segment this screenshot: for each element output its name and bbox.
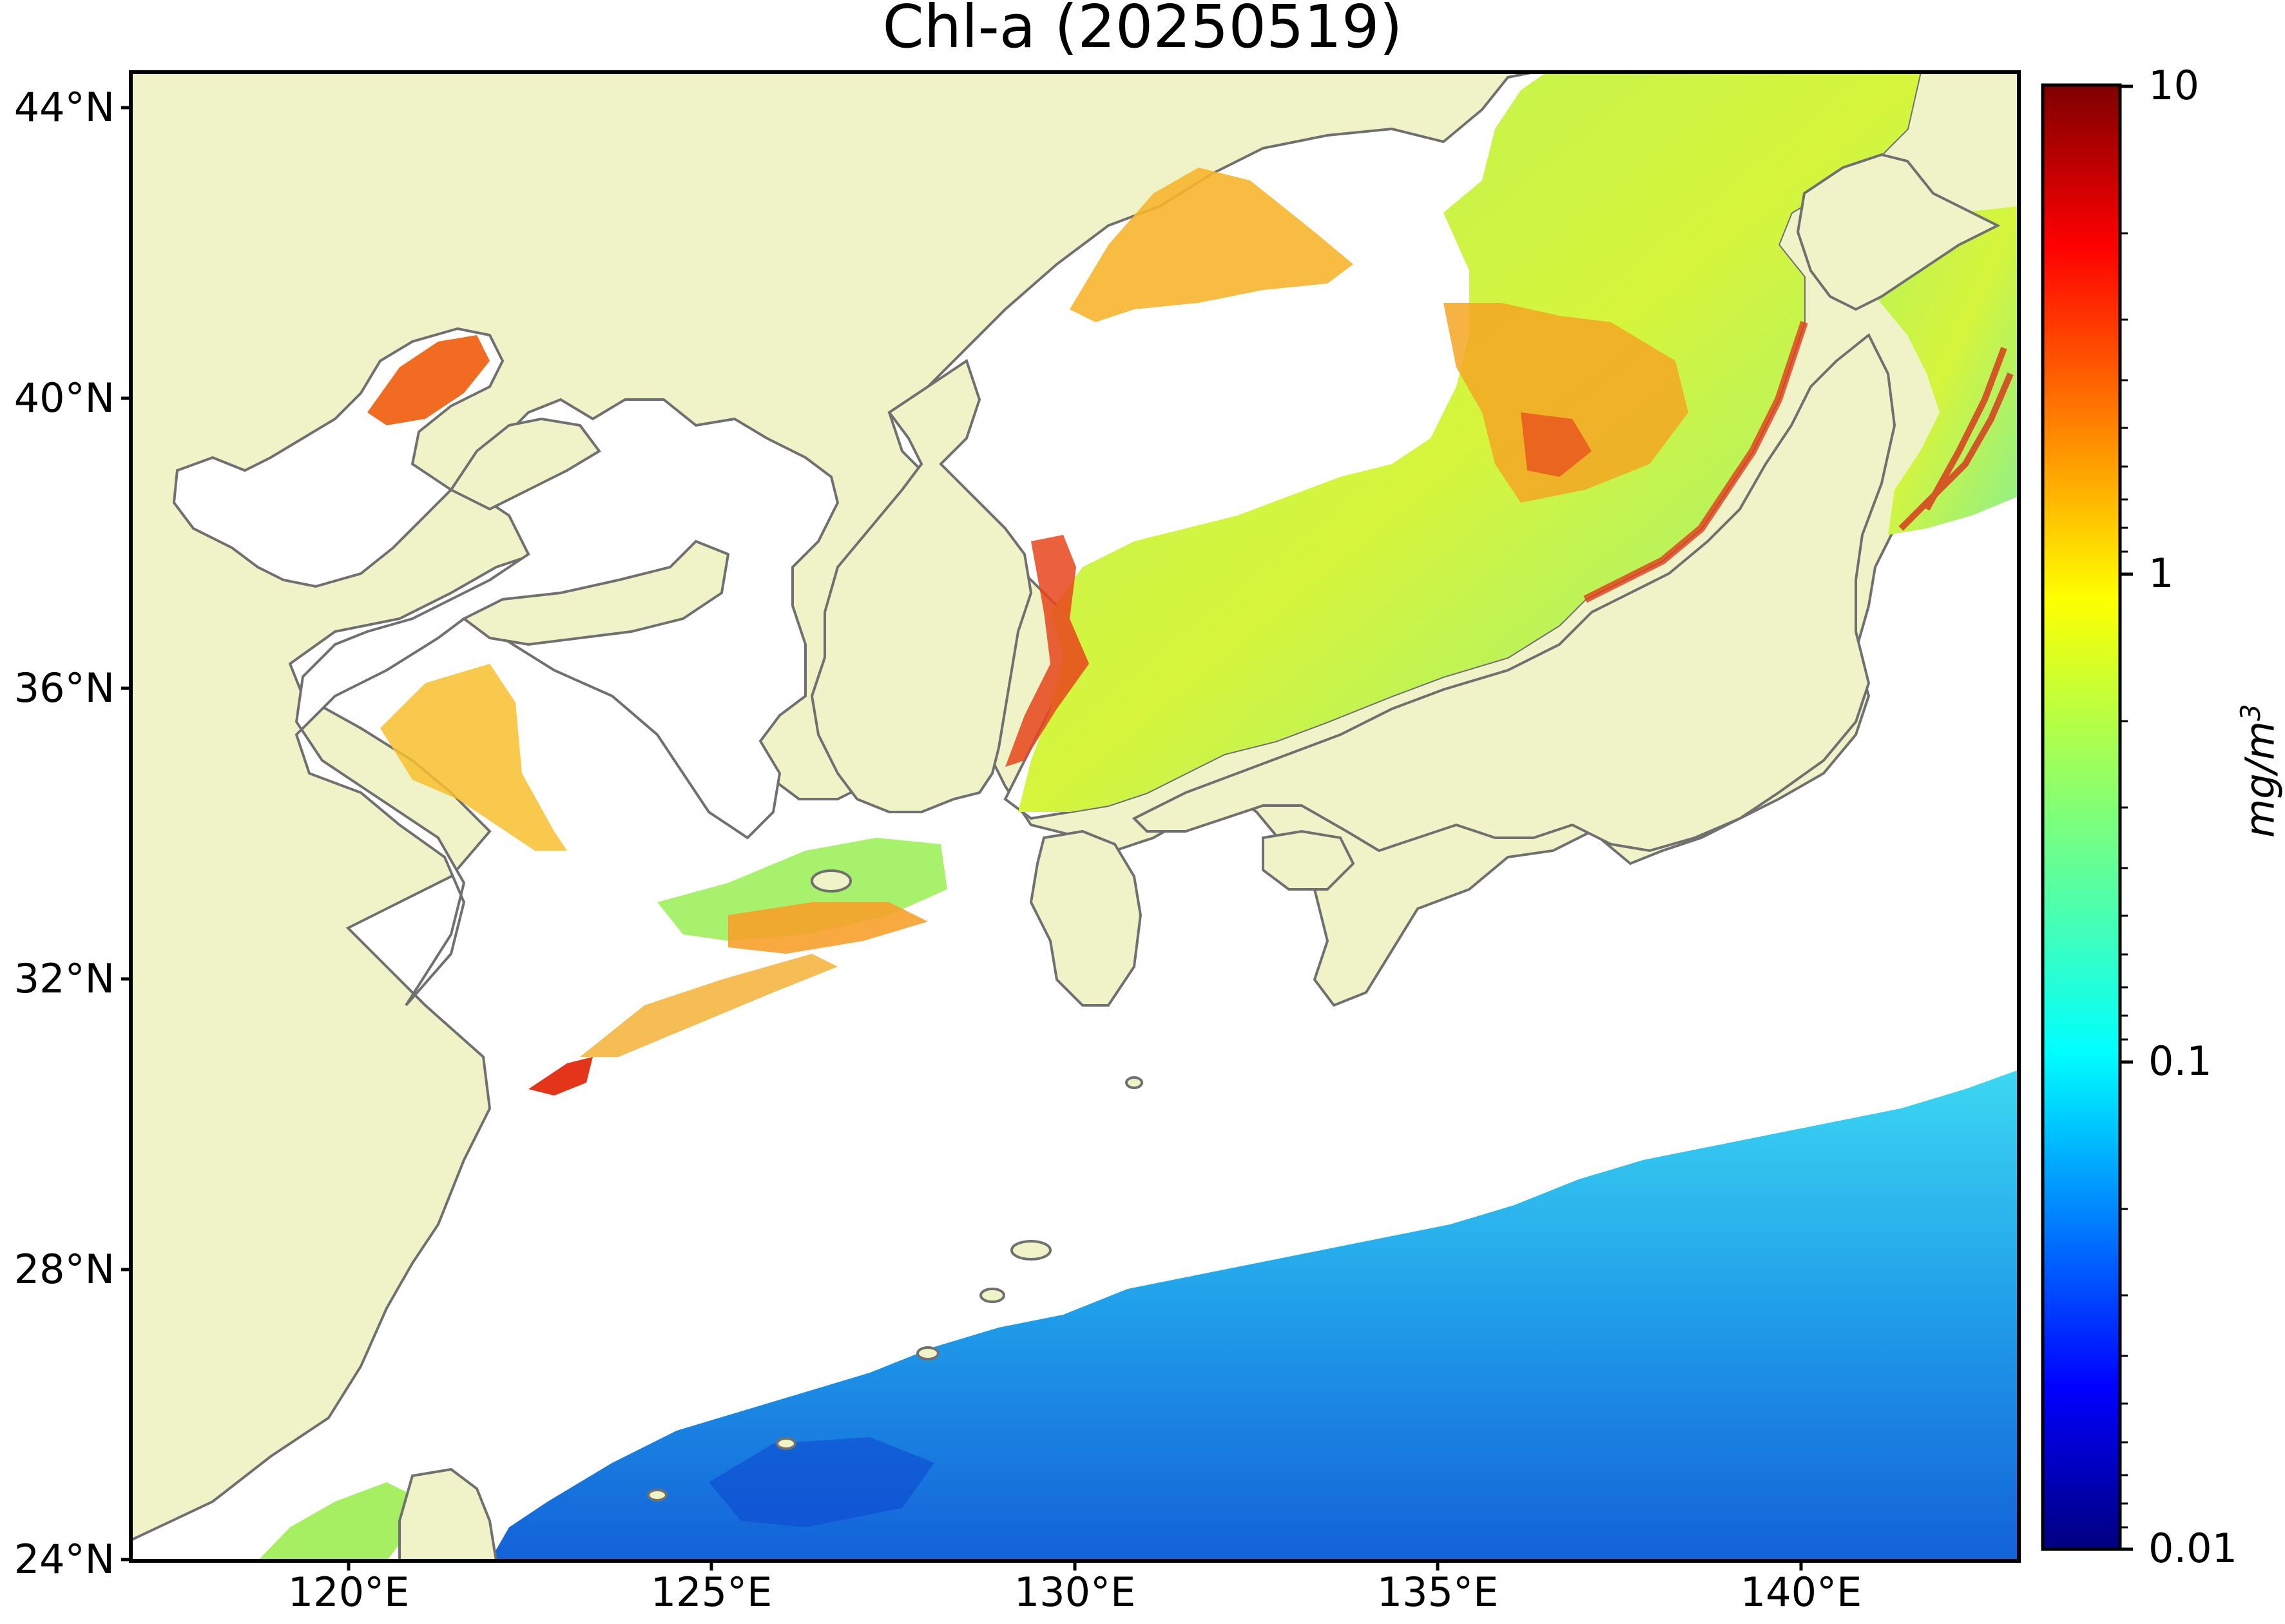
- colorbar-ticks: [2120, 84, 2133, 1551]
- yangtze-plume: [528, 1057, 593, 1096]
- lat-label-32: 32°N: [14, 955, 115, 1002]
- liaodong-peninsula: [449, 417, 601, 511]
- sea-of-japan-bloom: [1443, 303, 1688, 503]
- colorbar-label-10: 10: [2148, 62, 2199, 109]
- unit-exponent: 3: [2235, 704, 2266, 721]
- lon-label-135: 135°E: [1376, 1569, 1499, 1616]
- korea-coast-chl: [1070, 168, 1353, 322]
- lon-label-125: 125°E: [650, 1569, 773, 1616]
- bohai-bloom: [367, 335, 490, 425]
- lon-label-120: 120°E: [287, 1569, 410, 1616]
- map-ticks: [121, 106, 1803, 1571]
- yellow-sea-patch: [380, 664, 567, 851]
- lat-label-24: 24°N: [14, 1536, 115, 1583]
- colorbar-unit-label: mg/m3: [2235, 704, 2284, 838]
- map-title: Chl-a (20250519): [882, 0, 1403, 61]
- colorbar-minor-ticks: [2120, 232, 2128, 1529]
- taiwan: [398, 1467, 498, 1561]
- honshu: [1132, 333, 1896, 853]
- pacific-north-red-bands: [1898, 347, 2014, 531]
- taiwan-strait-chl: [258, 1482, 412, 1561]
- hokkaido: [1796, 153, 2001, 311]
- subtropical-dark-patch: [709, 1437, 934, 1527]
- shandong-peninsula: [461, 539, 730, 646]
- sea-of-japan-bloom-core: [1521, 412, 1592, 477]
- lon-label-130: 130°E: [1014, 1569, 1136, 1616]
- lat-label-44: 44°N: [14, 84, 115, 131]
- shikoku: [1262, 829, 1355, 891]
- lat-label-28: 28°N: [14, 1246, 115, 1293]
- pacific-north-chl: [1869, 206, 2019, 535]
- korea-east-coast-plume: [1005, 535, 1089, 767]
- kyushu: [1029, 829, 1142, 1007]
- lat-label-36: 36°N: [14, 664, 115, 711]
- colorbar-label-1: 1: [2148, 550, 2174, 597]
- ryukyu-islands: [647, 1076, 1143, 1502]
- lat-label-40: 40°N: [14, 374, 115, 421]
- lon-label-140: 140°E: [1740, 1569, 1862, 1616]
- sea-of-japan-chl: [1018, 72, 1920, 812]
- jeju-island: [811, 869, 852, 893]
- ecs-patch-2: [728, 902, 928, 954]
- ecs-streaks: [580, 954, 838, 1057]
- colorbar-label-0.01: 0.01: [2148, 1525, 2238, 1572]
- japan-coast-red-rim: [1583, 321, 1808, 603]
- korea-peninsula: [810, 358, 1033, 813]
- colorbar: [2041, 83, 2122, 1551]
- colorbar-label-0.1: 0.1: [2148, 1038, 2212, 1085]
